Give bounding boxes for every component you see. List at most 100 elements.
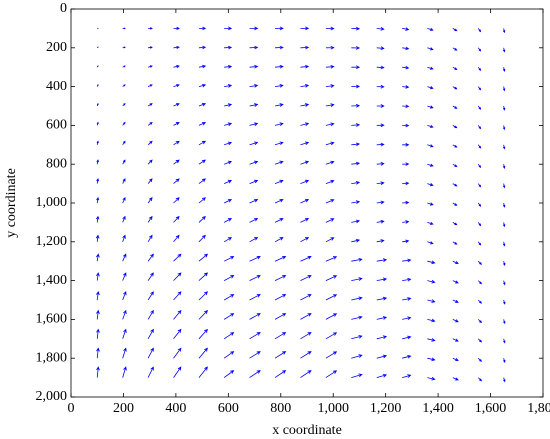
y-tick-label: 1,200 [36,234,68,249]
arrow [147,121,153,126]
arrow [300,332,312,340]
arrow [223,275,235,281]
arrow [477,241,482,246]
arrow [427,357,436,362]
arrow [198,178,206,184]
arrow [173,140,180,146]
x-tick-label: 600 [218,401,239,416]
arrow [122,309,127,320]
arrow [274,64,284,69]
arrow [427,221,434,225]
arrow [477,377,483,382]
arrow [452,66,458,70]
arrow [376,161,385,166]
arrow [122,366,127,378]
arrow [376,219,385,224]
arrow [376,27,385,31]
arrow [502,241,506,247]
arrow [452,299,459,303]
arrow [223,179,233,184]
arrow [224,122,233,126]
arrow [249,370,261,378]
arrow [224,141,233,146]
arrow [376,296,388,301]
arrow [325,313,338,320]
arrow [274,351,287,359]
y-axis-label: y coordinate [4,168,19,238]
arrow [402,46,410,51]
arrow [325,141,335,146]
arrow [173,309,182,320]
arrow [223,294,235,301]
arrow [325,103,335,107]
arrow [122,215,126,223]
arrow [300,179,310,184]
arrow [96,84,99,87]
arrow [274,103,284,107]
arrow [173,45,180,50]
arrow [300,313,312,320]
arrow [300,160,310,165]
y-tick-label: 1,600 [36,312,68,327]
arrow [325,351,338,359]
arrow [249,64,259,69]
arrow [274,237,284,243]
arrow [502,183,506,189]
arrow [351,200,361,204]
arrow [351,26,361,31]
arrow [148,27,153,30]
arrow [502,222,506,228]
arrow [351,334,363,340]
arrow [249,179,259,184]
arrow [402,104,410,108]
arrow [503,261,506,266]
arrow [96,102,99,107]
x-tick-label: 1,400 [422,401,454,416]
arrow [452,28,458,32]
x-tick-label: 1,000 [317,401,349,416]
arrow [300,237,310,243]
arrow [376,123,385,128]
arrow [147,215,153,223]
arrow [96,253,100,262]
arrow [173,272,182,281]
arrow [325,64,335,69]
arrow [122,291,127,301]
arrow [452,144,458,148]
arrow [148,46,153,49]
arrow [223,199,233,204]
arrow [300,255,312,262]
arrow [427,86,434,90]
arrow [173,328,182,340]
arrow [96,290,100,301]
arrow [249,45,259,50]
arrow [198,159,207,165]
arrow [147,309,154,320]
arrow [122,65,126,68]
arrow [198,140,207,146]
arrow [502,47,506,53]
arrow [325,218,335,223]
arrow [427,299,436,303]
arrow [122,328,127,339]
arrow [198,83,207,88]
arrow [376,316,388,320]
arrow [427,338,436,342]
arrow [325,84,335,88]
arrow [477,299,483,304]
arrow [376,65,385,70]
arrow [402,239,410,244]
arrow [122,159,126,165]
arrow [173,103,180,107]
y-tick-label: 600 [46,118,67,133]
arrow [223,256,235,262]
arrow [427,318,436,323]
y-tick-label: 1,400 [36,273,68,288]
arrow [427,27,434,31]
arrow [325,294,338,301]
arrow [173,215,180,223]
arrow [173,234,180,243]
arrow [325,179,335,184]
arrow [147,159,153,165]
arrow [452,377,459,381]
